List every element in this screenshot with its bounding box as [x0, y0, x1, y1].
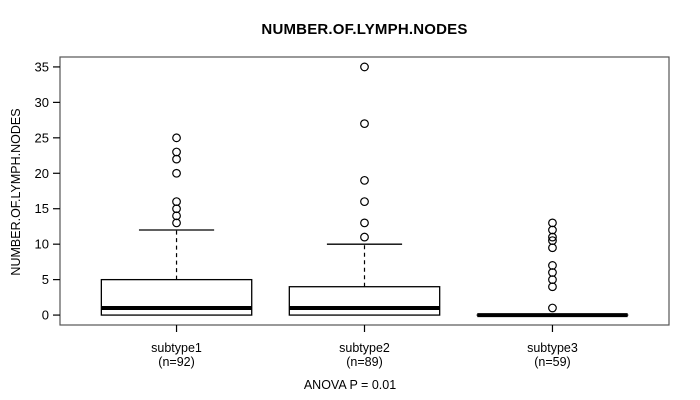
outlier-point — [360, 175, 369, 185]
outlier-point — [172, 211, 181, 221]
outlier-point — [172, 147, 181, 157]
y-tick-label: 35 — [35, 59, 49, 74]
outlier-point — [548, 303, 557, 313]
outlier-point — [360, 62, 369, 72]
outlier-point — [548, 275, 557, 285]
outlier-point — [172, 133, 181, 143]
outlier-point — [172, 168, 181, 178]
x-group-label-subtype2: subtype2 — [339, 341, 390, 355]
x-group-sublabel-subtype1: (n=92) — [158, 355, 194, 369]
outlier-point — [360, 197, 369, 207]
iqr-box — [288, 286, 441, 316]
y-tick-label: 0 — [42, 308, 49, 323]
outlier-point — [548, 218, 557, 228]
outlier-point — [172, 204, 181, 214]
outlier-point — [360, 232, 369, 242]
x-group-sublabel-subtype2: (n=89) — [346, 355, 382, 369]
y-tick-label: 25 — [35, 130, 49, 145]
outlier-point — [172, 218, 181, 228]
y-tick-label: 30 — [35, 95, 49, 110]
outlier-point — [548, 243, 557, 253]
outlier-point — [548, 261, 557, 270]
y-tick-label: 20 — [35, 166, 49, 181]
outlier-point — [548, 268, 557, 277]
outlier-point — [172, 197, 181, 207]
y-tick-label: 5 — [42, 272, 49, 287]
anova-annotation: ANOVA P = 0.01 — [303, 378, 397, 392]
x-group-label-subtype1: subtype1 — [151, 341, 202, 355]
x-group-sublabel-subtype3: (n=59) — [534, 355, 570, 369]
outlier-point — [548, 236, 557, 246]
outlier-point — [548, 225, 557, 235]
outlier-point — [172, 154, 181, 164]
x-group-label-subtype3: subtype3 — [527, 341, 578, 355]
y-tick-label: 10 — [35, 237, 49, 252]
chart-title: NUMBER.OF.LYMPH.NODES — [261, 21, 468, 38]
y-tick-label: 15 — [35, 201, 49, 216]
outlier-point — [548, 282, 557, 292]
outlier-point — [360, 119, 369, 129]
outlier-point — [360, 218, 369, 228]
